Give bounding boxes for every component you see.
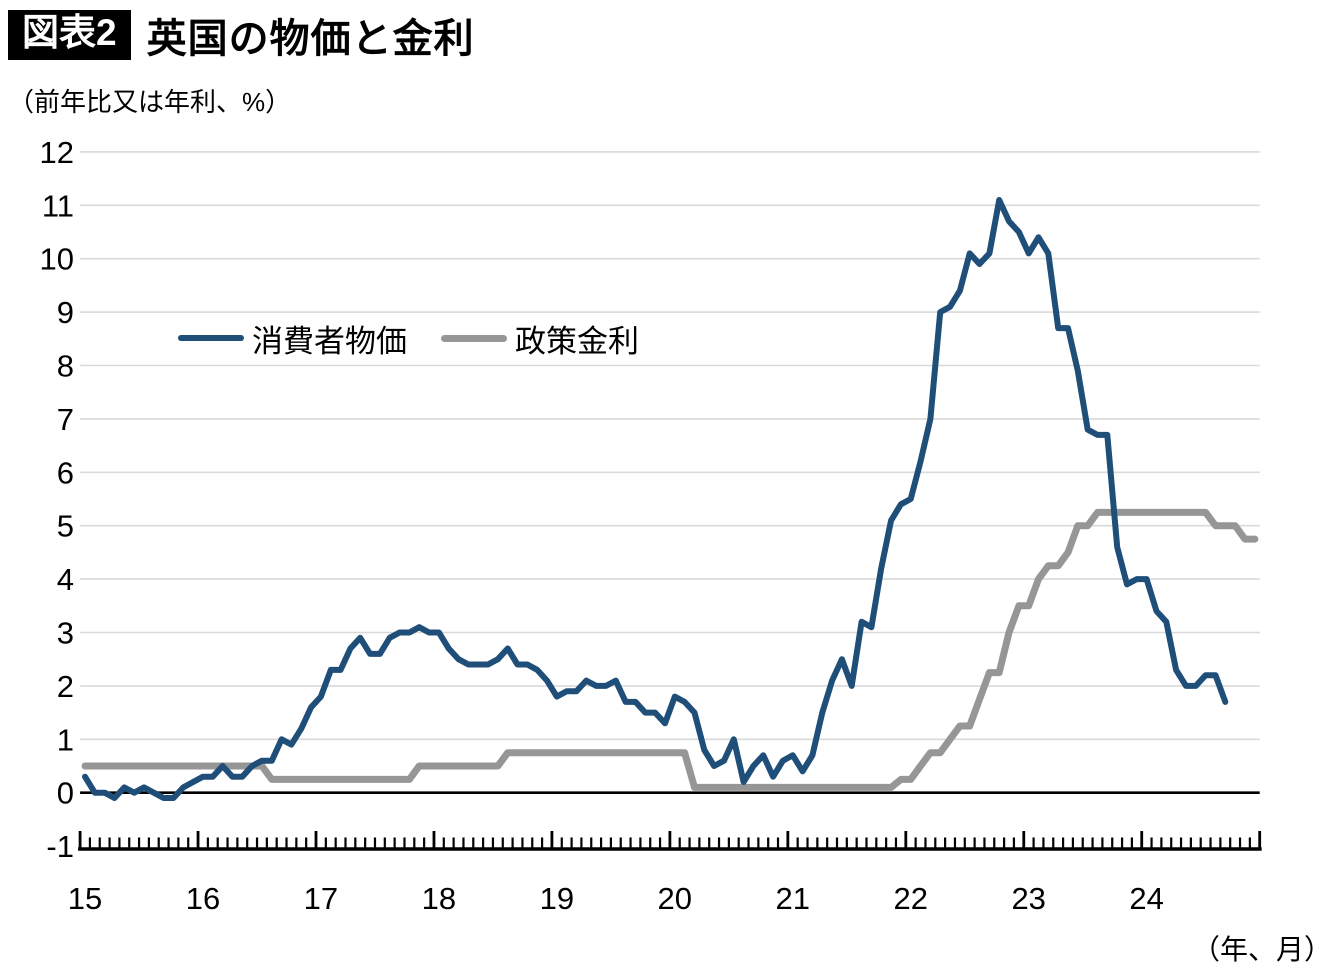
svg-text:20: 20 [658, 881, 692, 916]
x-axis-unit-note: （年、月） [1191, 934, 1332, 965]
legend-item-policy-rate: 政策金利 [441, 318, 639, 359]
legend-label-cpi: 消費者物価 [252, 323, 407, 359]
svg-text:4: 4 [57, 562, 74, 597]
x-axis-ruler [78, 831, 1262, 851]
figure-header: 図表2 英国の物価と金利 [8, 6, 475, 64]
figure-title: 英国の物価と金利 [146, 17, 475, 61]
y-gridlines [80, 151, 1260, 741]
cpi-line-swatch-icon [178, 335, 244, 341]
svg-text:17: 17 [304, 881, 338, 916]
svg-text:8: 8 [57, 349, 74, 384]
svg-text:9: 9 [57, 295, 74, 330]
svg-text:1: 1 [57, 722, 74, 757]
svg-text:11: 11 [42, 188, 74, 223]
svg-text:21: 21 [776, 881, 810, 916]
svg-text:5: 5 [57, 509, 74, 544]
figure-number-tag: 図表2 [8, 10, 131, 60]
svg-text:6: 6 [57, 455, 74, 490]
svg-text:18: 18 [422, 881, 456, 916]
svg-text:3: 3 [57, 616, 74, 651]
y-axis-unit-note: （前年比又は年利、%） [8, 87, 292, 117]
x-tick-labels: 15 16 17 18 19 20 21 22 23 24 [68, 881, 1164, 916]
svg-text:12: 12 [40, 135, 74, 170]
legend-item-cpi: 消費者物価 [178, 318, 407, 359]
svg-text:16: 16 [186, 881, 220, 916]
svg-text:24: 24 [1129, 881, 1163, 916]
svg-text:7: 7 [57, 402, 74, 437]
policy-rate-line [81, 508, 1259, 791]
legend: 消費者物価 政策金利 [178, 318, 639, 359]
svg-text:2: 2 [57, 669, 74, 704]
legend-label-policy-rate: 政策金利 [515, 323, 639, 359]
svg-text:23: 23 [1011, 881, 1045, 916]
cpi-line [82, 197, 1229, 801]
svg-text:0: 0 [57, 776, 74, 811]
svg-text:22: 22 [893, 881, 927, 916]
svg-text:19: 19 [540, 881, 574, 916]
policy-rate-line-swatch-icon [441, 334, 507, 342]
svg-text:15: 15 [68, 881, 102, 916]
svg-text:-1: -1 [46, 829, 74, 864]
svg-text:10: 10 [40, 242, 74, 277]
